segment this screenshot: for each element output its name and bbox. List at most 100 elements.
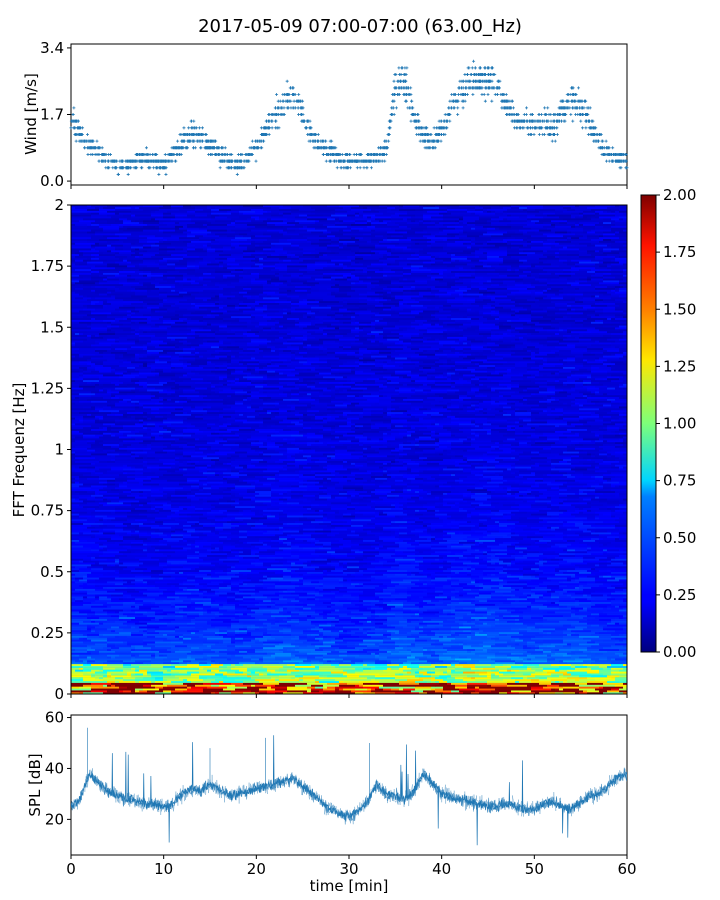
- spectrogram-cell: [463, 586, 484, 589]
- spectrogram-cell: [599, 631, 616, 635]
- spectrogram-cell: [403, 646, 424, 650]
- spectrogram-cell: [175, 618, 192, 621]
- spectrogram-cell: [215, 613, 224, 616]
- spectrogram-cell: [403, 584, 420, 587]
- spectrogram-cell: [367, 633, 384, 636]
- spectrogram-cell: [575, 648, 580, 651]
- spectrogram-cell: [311, 628, 324, 631]
- spectrogram-cell: [103, 633, 120, 636]
- spectrogram-cell: [315, 678, 336, 682]
- spectrogram-cell: [195, 624, 212, 627]
- spectrogram-cell: [419, 613, 436, 616]
- spectrogram-cell: [295, 675, 304, 678]
- spectrogram-cell: [255, 641, 264, 644]
- spectrogram-cell: [87, 592, 104, 595]
- spectrogram-cell: [291, 630, 304, 633]
- spectrogram-cell: [103, 607, 124, 610]
- spectrogram-cell: [611, 601, 628, 604]
- spectrogram-cell: [487, 631, 500, 635]
- spectrogram-cell: [295, 645, 300, 648]
- spectrogram-cell: [71, 599, 76, 603]
- spectrogram-cell: [431, 654, 440, 657]
- spectrogram-cell: [399, 592, 408, 595]
- spectrogram-cell: [267, 596, 284, 599]
- spectrogram-cell: [551, 682, 568, 685]
- spectrogram-cell: [75, 648, 88, 651]
- spectrogram-cell: [455, 637, 472, 640]
- spectrogram-cell: [211, 618, 232, 621]
- spectrogram-cell: [607, 665, 628, 668]
- spectrogram-cell: [323, 662, 340, 665]
- spectrogram-cell: [331, 620, 340, 623]
- spectrogram-cell: [547, 590, 556, 593]
- spectrogram-cell: [135, 686, 148, 689]
- spectrogram-cell: [247, 607, 260, 610]
- spectrogram-cell: [87, 650, 92, 653]
- spectrogram-cell: [295, 648, 308, 651]
- spectrogram-cell: [475, 624, 480, 627]
- spectrogram-cell: [423, 652, 436, 655]
- spectrogram-cell: [235, 598, 244, 601]
- spectrogram-cell: [575, 652, 596, 655]
- spectrogram-cell: [547, 605, 564, 608]
- spectrogram-cell: [459, 618, 476, 621]
- spectrogram-cell: [447, 618, 460, 621]
- spectrogram-cell: [131, 605, 136, 608]
- spectrogram-cell: [507, 615, 512, 618]
- spectrogram-cell: [547, 618, 568, 621]
- spectrogram-cell: [103, 646, 112, 650]
- spectrogram-cell: [571, 646, 588, 650]
- spectrogram-cell: [199, 671, 216, 674]
- spectrogram-cell: [503, 592, 524, 595]
- spectrogram-cell: [143, 662, 148, 665]
- wind-point: [456, 106, 460, 110]
- spectrogram-cell: [75, 682, 92, 685]
- wind-point: [362, 166, 366, 170]
- spectrogram-cell: [395, 682, 400, 685]
- spectrogram-cell: [83, 663, 92, 666]
- spectrogram-cell: [511, 639, 516, 642]
- spectrogram-cell: [179, 671, 188, 674]
- spectrogram-cell: [479, 631, 488, 635]
- spectrogram-cell: [107, 680, 116, 683]
- spectrogram-cell: [71, 645, 88, 648]
- spectrogram-cell: [175, 675, 192, 678]
- spectrogram-cell: [471, 616, 488, 619]
- spectrogram-cell: [451, 599, 464, 603]
- spectrogram-cell: [523, 620, 544, 623]
- spectrogram-cell: [583, 628, 604, 631]
- spectrogram-cell: [515, 662, 532, 665]
- spectrogram-cell: [607, 622, 612, 625]
- spectrogram-cell: [71, 588, 76, 591]
- spectrogram-cell: [227, 643, 232, 646]
- spectrogram-cell: [363, 584, 380, 587]
- spectrogram-cell: [559, 660, 564, 663]
- spectrogram-cell: [87, 596, 96, 599]
- spectrogram-cell: [135, 611, 148, 614]
- spectrogram-cell: [87, 635, 100, 638]
- spectrogram-cell: [559, 592, 564, 595]
- spectrogram-cell: [387, 635, 408, 638]
- spectrogram-cell: [403, 601, 420, 604]
- spectrogram-cell: [599, 624, 608, 627]
- spectrogram-cell: [235, 611, 240, 614]
- spectrogram-cell: [119, 598, 124, 601]
- spectrogram-cell: [571, 643, 580, 646]
- spectrogram-cell: [363, 684, 384, 687]
- spectrogram-cell: [599, 662, 604, 665]
- spectrogram-cell: [323, 626, 336, 629]
- spectrogram-cell: [179, 607, 184, 610]
- spectrogram-cell: [231, 624, 252, 627]
- spectrogram-cell: [83, 603, 104, 606]
- spectrogram-cell: [451, 682, 468, 685]
- spectrogram-cell: [75, 633, 80, 636]
- spectrogram-cell: [371, 620, 388, 623]
- spectrogram-cell: [223, 620, 240, 623]
- spectrogram-cell: [139, 654, 152, 657]
- spectrogram-cell: [439, 635, 444, 638]
- spectrogram-cell: [603, 607, 608, 610]
- spectrogram-cell: [303, 662, 324, 665]
- spectrogram-cell: [199, 646, 212, 650]
- spectrogram-cell: [239, 618, 260, 621]
- spectrogram-cell: [591, 633, 612, 636]
